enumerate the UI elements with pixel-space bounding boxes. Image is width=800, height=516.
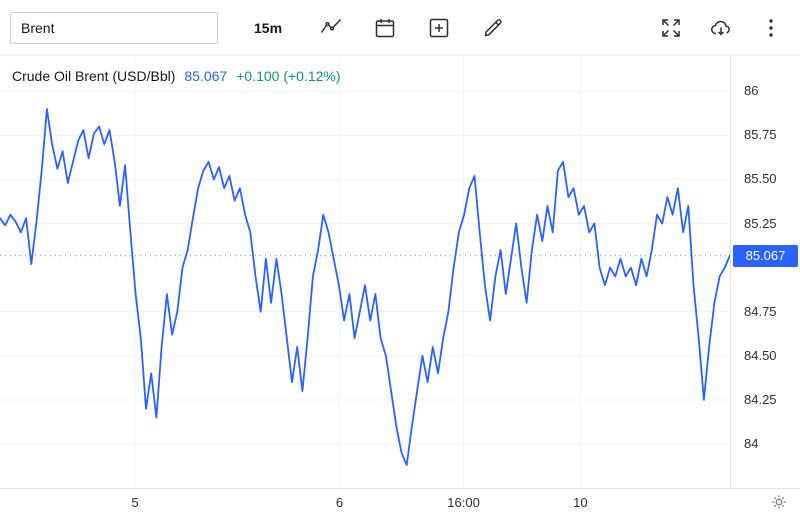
compare-button[interactable]: [420, 9, 458, 47]
pencil-icon: [481, 16, 505, 40]
price-axis-label: 84.50: [744, 347, 777, 363]
time-axis-label: 10: [573, 495, 588, 510]
time-axis-label: 6: [335, 495, 344, 510]
price-change-value: +0.100 (+0.12%): [236, 68, 341, 84]
price-chart-canvas[interactable]: [0, 56, 730, 488]
price-axis[interactable]: 85.067 86 85.75 85.50 85.25 84.75 84.50 84.25 8…: [730, 56, 800, 488]
chart-section: Crude Oil Brent (USD/Bbl) 85.067 +0.100 …: [0, 56, 800, 516]
price-axis-label: 84: [744, 435, 759, 451]
cloud-download-icon: [708, 16, 734, 40]
top-toolbar: 15m: [0, 0, 800, 56]
price-axis-label: 85.75: [744, 127, 777, 143]
draw-button[interactable]: [474, 9, 512, 47]
fullscreen-button[interactable]: [652, 9, 690, 47]
time-axis-label: 16:00: [447, 495, 480, 510]
plus-square-icon: [427, 16, 451, 40]
series-type-button[interactable]: [312, 9, 350, 47]
price-axis-label: 86: [744, 83, 759, 99]
price-axis-label: 84.25: [744, 391, 777, 407]
menu-button[interactable]: [752, 9, 790, 47]
interval-button[interactable]: 15m: [246, 14, 290, 42]
current-price-label: 85.067: [733, 244, 798, 267]
toolbar-right-group: [652, 9, 790, 47]
expand-icon: [659, 16, 683, 40]
symbol-title: Crude Oil Brent (USD/Bbl): [12, 68, 176, 84]
symbol-search-input[interactable]: [10, 11, 218, 44]
settings-button[interactable]: [766, 491, 792, 515]
time-axis-label: 5: [131, 495, 139, 510]
time-axis[interactable]: 5 6 16:00 10: [0, 488, 800, 516]
calendar-icon: [373, 16, 397, 40]
gear-icon: [770, 493, 788, 514]
kebab-menu-icon: [759, 16, 783, 40]
last-price-value: 85.067: [184, 68, 228, 84]
price-axis-label: 84.75: [744, 303, 777, 319]
price-axis-label: 85.25: [744, 215, 777, 231]
save-image-button[interactable]: [702, 9, 740, 47]
line-chart-icon: [319, 16, 343, 40]
price-axis-label: 85.50: [744, 171, 777, 187]
calendar-button[interactable]: [366, 9, 404, 47]
chart-legend: Crude Oil Brent (USD/Bbl) 85.067 +0.100 …: [12, 68, 341, 84]
